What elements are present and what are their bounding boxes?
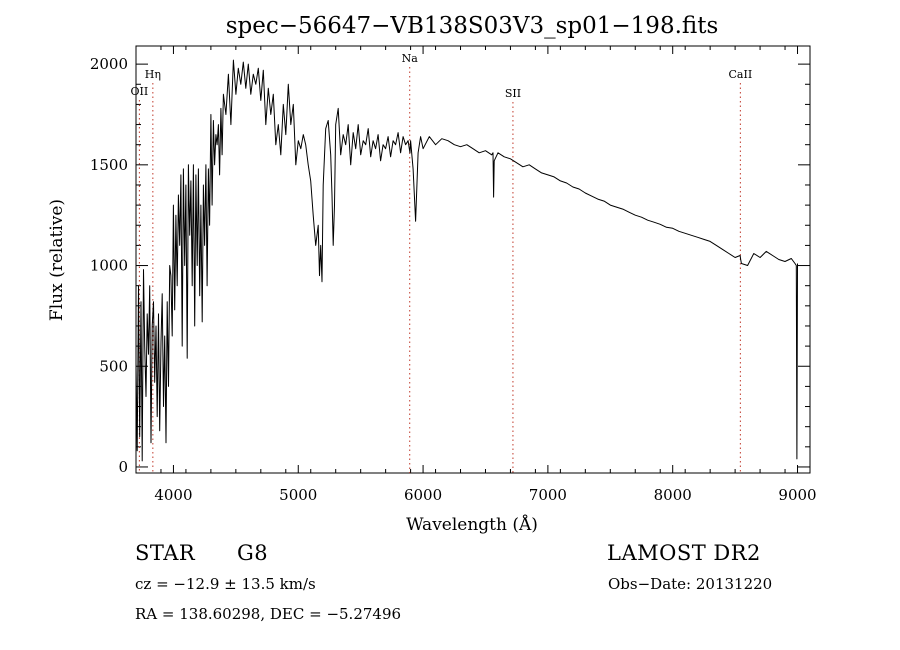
spectral-line-label: CaII — [729, 68, 753, 81]
y-tick-label: 500 — [99, 357, 128, 375]
x-tick-label: 9000 — [778, 486, 816, 504]
y-tick-label: 1500 — [90, 156, 128, 174]
survey-label: LAMOST DR2 — [607, 541, 761, 565]
y-axis-label: Flux (relative) — [47, 199, 67, 321]
plot-area: 4000 5000 6000 7000 8000 9000 0 500 1000 1500 2000… — [90, 45, 817, 504]
x-tick-label: 5000 — [279, 486, 317, 504]
subclass-label: G8 — [237, 541, 269, 565]
plot-frame — [135, 45, 811, 474]
x-tick-label: 7000 — [529, 486, 567, 504]
obs-date-text: Obs−Date: 20131220 — [608, 575, 773, 593]
spectrum-line — [135, 59, 798, 462]
y-tick-label: 2000 — [90, 55, 128, 73]
spectral-line-label: Na — [402, 52, 419, 65]
chart-title: spec−56647−VB138S03V3_sp01−198.fits — [226, 13, 719, 39]
spectral-line-label: Hη — [145, 68, 161, 81]
y-tick-label: 0 — [118, 458, 128, 476]
x-tick-label: 6000 — [404, 486, 442, 504]
x-tick-label: 8000 — [654, 486, 692, 504]
x-axis-label: Wavelength (Å) — [406, 514, 538, 535]
y-tick-label: 1000 — [90, 257, 128, 275]
object-class-label: STAR — [135, 541, 196, 565]
redshift-text: cz = −12.9 ± 13.5 km/s — [135, 575, 316, 593]
spectral-line-label: SII — [505, 87, 521, 100]
coordinates-text: RA = 138.60298, DEC = −5.27496 — [135, 605, 402, 623]
x-tick-label: 4000 — [154, 486, 192, 504]
spectral-line-label: OII — [131, 85, 149, 98]
